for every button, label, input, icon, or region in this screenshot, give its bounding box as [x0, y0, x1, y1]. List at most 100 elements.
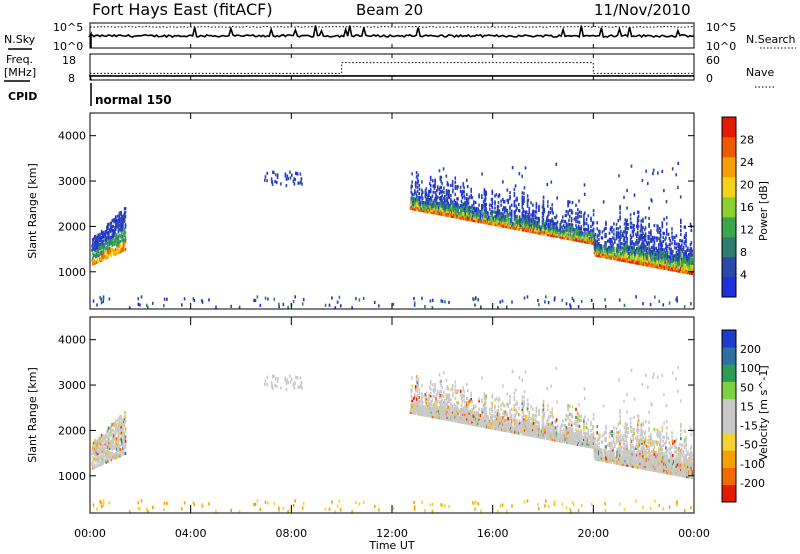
- power-cell: [427, 203, 429, 208]
- power-cell: [592, 229, 595, 233]
- velocity-cell: [495, 423, 497, 427]
- velocity-cell: [118, 454, 121, 458]
- power-cell: [509, 205, 511, 209]
- power-cell: [661, 262, 664, 266]
- velocity-cell: [446, 415, 449, 419]
- power-cell: [474, 215, 477, 219]
- velocity-cell: [470, 420, 472, 424]
- power-cell: [140, 295, 143, 299]
- power-cell: [535, 228, 538, 232]
- velocity-cell: [555, 436, 558, 440]
- power-cell: [553, 224, 555, 228]
- power-cell: [471, 204, 473, 208]
- power-cell: [682, 247, 685, 251]
- velocity-cell: [109, 434, 112, 438]
- velocity-cell: [523, 418, 525, 422]
- power-cell: [552, 219, 554, 223]
- power-cell: [493, 220, 495, 224]
- velocity-cell: [548, 435, 551, 439]
- power-cell: [515, 220, 517, 224]
- velocity-cell: [105, 460, 107, 464]
- power-cell: [565, 232, 568, 236]
- velocity-cell: [558, 433, 561, 437]
- velocity-cell: [541, 419, 544, 423]
- power-cell: [555, 222, 558, 226]
- velocity-cell: [522, 411, 524, 415]
- power-cell: [441, 189, 444, 193]
- power-cell: [605, 235, 607, 239]
- velocity-cell: [506, 402, 509, 406]
- power-cell: [553, 226, 555, 230]
- power-cell: [569, 222, 571, 227]
- velocity-cell: [541, 425, 544, 429]
- velocity-cell: [511, 426, 514, 430]
- power-cell: [105, 256, 107, 260]
- power-cell: [595, 247, 598, 251]
- power-cell: [609, 250, 612, 254]
- power-cell: [567, 204, 569, 208]
- velocity-cell: [103, 436, 106, 440]
- velocity-cell: [547, 434, 549, 439]
- velocity-cell: [489, 421, 492, 426]
- velocity-cell: [451, 410, 454, 414]
- power-cell: [417, 206, 420, 210]
- power-cell: [643, 246, 645, 250]
- velocity-cell: [510, 423, 512, 427]
- power-cell: [489, 222, 492, 226]
- velocity-cell: [102, 439, 105, 443]
- power-cell: [118, 242, 121, 246]
- power-cell: [569, 233, 572, 237]
- velocity-cell: [523, 428, 525, 432]
- power-cell: [427, 195, 429, 199]
- power-cell: [633, 242, 635, 246]
- power-cell: [448, 205, 450, 210]
- velocity-cell: [119, 431, 121, 435]
- velocity-cell: [296, 376, 299, 380]
- nsky-line: [88, 25, 695, 48]
- power-cell: [535, 230, 538, 234]
- velocity-cell: [487, 425, 489, 429]
- power-cell: [687, 254, 689, 258]
- power-cell: [555, 232, 558, 236]
- velocity-cell: [107, 455, 109, 459]
- power-cell: [417, 173, 420, 177]
- power-cell: [584, 229, 586, 234]
- power-cell: [538, 206, 540, 210]
- velocity-cell: [550, 435, 553, 439]
- velocity-cell: [100, 450, 102, 454]
- velocity-cell: [459, 410, 462, 414]
- velocity-cell: [521, 426, 524, 430]
- power-cell: [663, 189, 665, 193]
- power-cell: [429, 190, 431, 194]
- velocity-cell: [534, 424, 537, 428]
- power-cell: [515, 224, 517, 229]
- power-cell: [431, 208, 434, 213]
- power-cell: [605, 243, 607, 247]
- power-cell: [666, 263, 669, 267]
- power-cell: [96, 258, 99, 262]
- velocity-cell: [115, 443, 118, 447]
- power-cell: [469, 216, 472, 220]
- power-cell: [487, 219, 489, 223]
- power-cell: [451, 204, 454, 208]
- power-cell: [106, 241, 108, 245]
- velocity-cell: [106, 453, 108, 458]
- velocity-cell: [529, 427, 531, 431]
- power-cell: [611, 240, 613, 244]
- power-cell: [510, 224, 513, 228]
- power-cell: [503, 206, 505, 210]
- velocity-cell: [451, 414, 454, 418]
- power-cell: [685, 262, 687, 266]
- power-cell: [119, 239, 121, 244]
- power-cell: [414, 201, 416, 205]
- power-cell: [564, 213, 567, 218]
- velocity-cell: [417, 408, 420, 412]
- velocity-cell: [468, 422, 471, 426]
- velocity-cell: [432, 415, 435, 419]
- velocity-cell: [468, 417, 471, 422]
- power-cell: [615, 257, 618, 261]
- velocity-cell: [565, 428, 568, 432]
- velocity-cell: [92, 446, 94, 450]
- power-cell: [338, 295, 341, 299]
- velocity-cell: [525, 420, 527, 424]
